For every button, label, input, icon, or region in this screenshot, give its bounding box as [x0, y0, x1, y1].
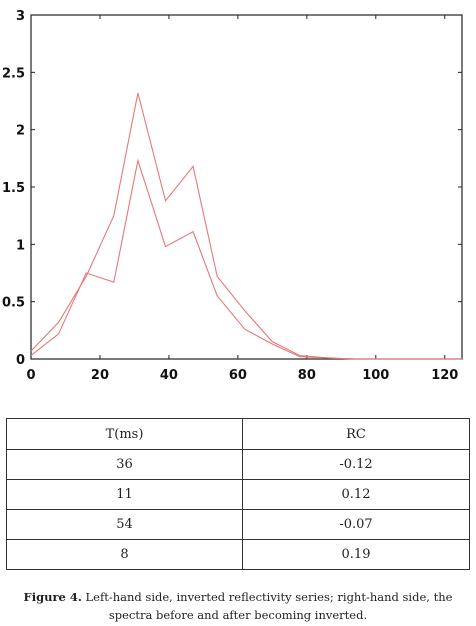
series-line-1 [30, 92, 462, 360]
table-row: 8 0.19 [6, 539, 470, 570]
column-header-time: T(ms) [6, 418, 243, 450]
y-tick-label: 3 [16, 9, 25, 24]
x-tick-label: 40 [160, 368, 178, 383]
cell-time: 11 [6, 479, 243, 510]
table-row: 54 -0.07 [6, 509, 470, 540]
column-header-rc: RC [242, 418, 470, 450]
cell-rc: 0.19 [242, 539, 470, 570]
cell-rc: -0.07 [242, 509, 470, 540]
cell-rc: 0.12 [242, 479, 470, 510]
spectra-chart: 0 20 40 60 80 100 120 0 0.5 1 1.5 2 2.5 3 [2, 9, 463, 383]
cell-time: 8 [6, 539, 243, 570]
x-tick-label: 20 [91, 368, 109, 383]
x-tick-label: 100 [362, 368, 389, 383]
table-header-row: T(ms) RC [6, 418, 470, 450]
reflectivity-table: T(ms) RC 36 -0.12 11 0.12 54 -0.07 8 0.1… [6, 418, 470, 570]
caption-label: Figure 4. [23, 590, 82, 604]
cell-time: 36 [6, 449, 243, 480]
y-tick-label: 1.5 [2, 181, 25, 196]
series-line-2 [30, 158, 462, 360]
y-tick-label: 0 [16, 353, 25, 368]
plot-area-frame [30, 14, 463, 360]
y-tick-label: 1 [16, 238, 25, 253]
cell-time: 54 [6, 509, 243, 540]
table-row: 36 -0.12 [6, 449, 470, 480]
y-tick-label: 2.5 [2, 66, 25, 81]
table-row: 11 0.12 [6, 479, 470, 510]
y-tick-label: 0.5 [2, 296, 25, 311]
x-tick-label: 60 [229, 368, 247, 383]
x-tick-label: 80 [298, 368, 316, 383]
x-tick-label: 0 [26, 368, 35, 383]
caption-text: Left-hand side, inverted reflectivity se… [81, 590, 453, 622]
figure-caption: Figure 4. Left-hand side, inverted refle… [0, 588, 476, 624]
x-tick-label: 120 [431, 368, 458, 383]
cell-rc: -0.12 [242, 449, 470, 480]
y-tick-label: 2 [16, 124, 25, 139]
